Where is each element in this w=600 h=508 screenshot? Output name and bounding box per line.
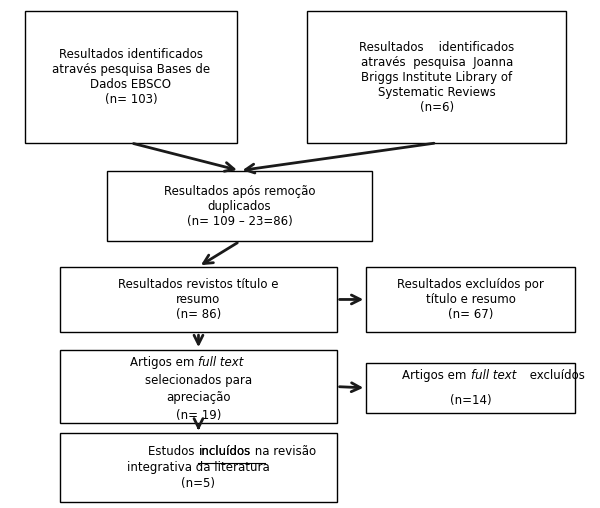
- FancyBboxPatch shape: [366, 363, 575, 413]
- Text: Resultados excluídos por
título e resumo
(n= 67): Resultados excluídos por título e resumo…: [397, 278, 544, 321]
- Text: na revisão: na revisão: [251, 445, 317, 458]
- Text: Resultados revistos título e
resumo
(n= 86): Resultados revistos título e resumo (n= …: [118, 278, 279, 321]
- Text: incluídos: incluídos: [199, 445, 251, 458]
- FancyBboxPatch shape: [107, 171, 372, 241]
- Text: selecionados para: selecionados para: [145, 374, 252, 387]
- FancyBboxPatch shape: [25, 12, 237, 143]
- Text: Artigos em: Artigos em: [403, 369, 470, 382]
- Text: Resultados identificados
através pesquisa Bases de
Dados EBSCO
(n= 103): Resultados identificados através pesquis…: [52, 48, 210, 106]
- Text: (n=14): (n=14): [450, 394, 491, 407]
- Text: full text: full text: [199, 356, 244, 369]
- FancyBboxPatch shape: [60, 350, 337, 423]
- Text: Estudos: Estudos: [148, 445, 199, 458]
- FancyBboxPatch shape: [366, 267, 575, 332]
- FancyBboxPatch shape: [60, 433, 337, 501]
- Text: excluídos: excluídos: [526, 369, 586, 382]
- Text: Artigos em: Artigos em: [130, 356, 199, 369]
- FancyBboxPatch shape: [307, 12, 566, 143]
- Text: integrativa da literatura: integrativa da literatura: [127, 461, 270, 474]
- Text: apreciação: apreciação: [166, 392, 231, 404]
- Text: Resultados após remoção
duplicados
(n= 109 – 23=86): Resultados após remoção duplicados (n= 1…: [164, 184, 316, 228]
- Text: full text: full text: [470, 369, 516, 382]
- Text: incluídos: incluídos: [199, 445, 251, 458]
- Text: (n= 19): (n= 19): [176, 409, 221, 422]
- Text: (n=5): (n=5): [181, 477, 215, 490]
- FancyBboxPatch shape: [60, 267, 337, 332]
- Text: Resultados    identificados
através  pesquisa  Joanna
Briggs Institute Library o: Resultados identificados através pesquis…: [359, 41, 514, 114]
